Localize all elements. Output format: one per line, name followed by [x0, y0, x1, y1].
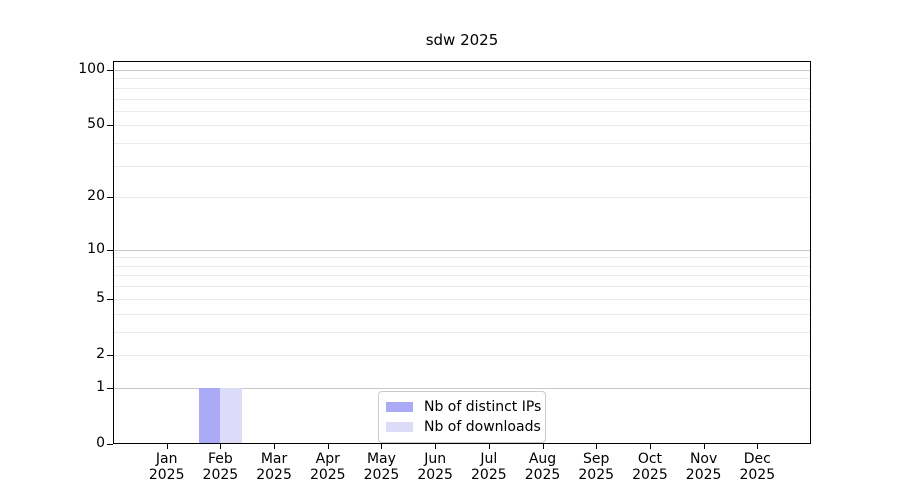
gridline-minor	[114, 125, 810, 127]
y-tick-mark	[107, 354, 113, 356]
x-tick-label: Jul 2025	[471, 451, 507, 483]
gridline-minor	[114, 197, 810, 199]
plot-area	[113, 61, 811, 444]
gridline-minor	[114, 165, 810, 167]
x-tick-mark	[488, 444, 490, 449]
x-tick-mark	[435, 444, 437, 449]
gridline-minor	[114, 354, 810, 356]
x-tick-label: Dec 2025	[739, 451, 776, 483]
gridline-minor	[114, 286, 810, 288]
bar-downloads	[220, 387, 242, 443]
y-tick-label: 2	[96, 345, 105, 362]
x-tick-mark	[274, 444, 276, 449]
gridline-major	[114, 249, 810, 251]
legend-swatch-downloads-icon	[386, 422, 413, 432]
y-tick-mark	[107, 125, 113, 127]
legend: Nb of distinct IPs Nb of downloads	[378, 391, 546, 443]
y-tick-label: 20	[87, 188, 105, 205]
y-tick-label: 5	[96, 289, 105, 306]
legend-swatch-distinct-ips-icon	[386, 402, 413, 412]
gridline-minor	[114, 313, 810, 315]
chart-title: sdw 2025	[425, 31, 499, 49]
gridline-minor	[114, 257, 810, 259]
gridline-minor	[114, 331, 810, 333]
legend-label-downloads: Nb of downloads	[424, 419, 541, 435]
x-tick-mark	[542, 444, 544, 449]
y-tick-mark	[107, 387, 113, 389]
gridline-minor	[114, 275, 810, 277]
x-tick-label: Mar 2025	[256, 451, 292, 483]
bar-distinct-ips	[198, 387, 221, 443]
x-tick-label: Sep 2025	[578, 451, 615, 483]
gridline-minor	[114, 78, 810, 80]
x-tick-label: Oct 2025	[632, 451, 668, 483]
y-tick-label: 50	[87, 116, 105, 133]
gridline-minor	[114, 87, 810, 89]
gridline-major	[114, 70, 810, 71]
x-tick-label: Jan 2025	[148, 451, 185, 483]
legend-item-distinct-ips: Nb of distinct IPs	[386, 397, 541, 417]
gridline-minor	[114, 265, 810, 267]
gridline-minor	[114, 98, 810, 100]
gridline-major	[114, 387, 810, 389]
x-tick-mark	[327, 444, 329, 449]
y-tick-mark	[107, 249, 113, 251]
x-tick-mark	[596, 444, 598, 449]
x-tick-label: Nov 2025	[685, 451, 722, 483]
gridline-minor	[114, 298, 810, 300]
x-tick-label: Feb 2025	[202, 451, 239, 483]
gridline-minor	[114, 143, 810, 145]
y-tick-mark	[107, 444, 113, 445]
y-tick-label: 0	[96, 435, 105, 451]
y-tick-mark	[107, 70, 113, 71]
legend-label-distinct-ips: Nb of distinct IPs	[424, 399, 542, 415]
x-tick-mark	[381, 444, 383, 449]
x-tick-mark	[220, 444, 222, 449]
y-tick-label: 100	[78, 61, 105, 77]
x-tick-mark	[757, 444, 759, 449]
x-tick-label: May 2025	[363, 451, 400, 483]
x-tick-label: Aug 2025	[524, 451, 561, 483]
gridline-minor	[114, 110, 810, 112]
y-tick-mark	[107, 298, 113, 300]
x-tick-label: Jun 2025	[417, 451, 453, 483]
y-tick-label: 1	[96, 378, 105, 395]
y-tick-mark	[107, 197, 113, 199]
x-tick-mark	[649, 444, 651, 449]
x-tick-label: Apr 2025	[309, 451, 346, 483]
x-tick-mark	[166, 444, 168, 449]
legend-item-downloads: Nb of downloads	[386, 417, 541, 437]
x-tick-mark	[703, 444, 705, 449]
y-tick-label: 10	[87, 240, 105, 257]
